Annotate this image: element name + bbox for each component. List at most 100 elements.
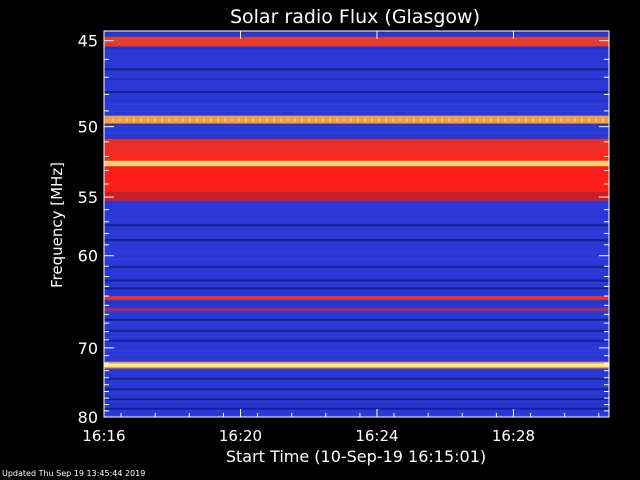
x-tick-label: 16:28 — [492, 427, 535, 445]
noise-line — [104, 302, 609, 304]
noise-line — [104, 219, 609, 221]
interference-dot — [497, 118, 499, 122]
dark-line — [104, 319, 609, 321]
plot-area — [104, 31, 640, 417]
spectrum-band — [104, 192, 609, 201]
interference-dot — [238, 118, 240, 122]
interference-dot — [217, 118, 219, 122]
interference-dot — [126, 118, 128, 122]
interference-dot — [399, 118, 401, 122]
interference-dot — [483, 118, 485, 122]
interference-dot — [378, 118, 380, 122]
interference-dot — [266, 118, 268, 122]
noise-line — [104, 32, 609, 33]
dark-line — [104, 388, 609, 390]
interference-dot — [581, 118, 583, 122]
interference-dot — [259, 118, 261, 122]
interference-dot — [140, 118, 142, 122]
interference-dot — [469, 118, 471, 122]
interference-dot — [280, 118, 282, 122]
interference-dot — [343, 118, 345, 122]
interference-dot — [364, 118, 366, 122]
noise-line — [104, 354, 609, 356]
interference-dot — [420, 118, 422, 122]
noise-line — [104, 404, 609, 406]
noise-line — [104, 100, 609, 102]
interference-dot — [546, 118, 548, 122]
interference-dot — [301, 118, 303, 122]
interference-dot — [210, 118, 212, 122]
interference-dot — [196, 118, 198, 122]
y-tick-label: 50 — [78, 118, 98, 137]
noise-line — [104, 132, 609, 134]
interference-dot — [147, 118, 149, 122]
dark-line — [104, 91, 609, 93]
interference-dot — [595, 118, 597, 122]
chart-title: Solar radio Flux (Glasgow) — [230, 6, 480, 28]
interference-dot — [287, 118, 289, 122]
interference-dot — [350, 118, 352, 122]
interference-dot — [245, 118, 247, 122]
dark-line — [104, 340, 609, 342]
y-tick-label: 80 — [78, 408, 98, 427]
interference-dot — [588, 118, 590, 122]
interference-dot — [203, 118, 205, 122]
interference-dot — [525, 118, 527, 122]
spectrum-band — [104, 296, 609, 300]
spectrum-band — [104, 151, 609, 161]
interference-dot — [357, 118, 359, 122]
interference-dot — [448, 118, 450, 122]
noise-line — [104, 111, 609, 113]
interference-dot — [182, 118, 184, 122]
spectrum-band — [104, 161, 609, 167]
dark-line — [104, 266, 609, 268]
noise-line — [104, 104, 609, 106]
noise-line — [104, 125, 609, 127]
interference-dot — [441, 118, 443, 122]
interference-dot — [224, 118, 226, 122]
dark-line — [104, 398, 609, 400]
interference-dot — [406, 118, 408, 122]
interference-dot — [567, 118, 569, 122]
spectrum-band — [104, 37, 609, 47]
noise-line — [104, 415, 609, 417]
interference-dot — [154, 118, 156, 122]
interference-dot — [532, 118, 534, 122]
noise-line — [104, 396, 609, 398]
noise-line — [104, 252, 609, 254]
x-axis-label: Start Time (10-Sep-19 16:15:01) — [226, 447, 486, 466]
interference-dot — [553, 118, 555, 122]
interference-dot — [476, 118, 478, 122]
spectrum-band — [104, 166, 609, 192]
interference-dot — [434, 118, 436, 122]
interference-dot — [504, 118, 506, 122]
spectrum-band — [104, 308, 609, 311]
interference-dot — [511, 118, 513, 122]
x-tick-label: 16:16 — [82, 427, 125, 445]
dark-line — [104, 330, 609, 332]
interference-dot — [371, 118, 373, 122]
x-tick-label: 16:20 — [219, 427, 262, 445]
interference-dot — [322, 118, 324, 122]
interference-dot — [427, 118, 429, 122]
y-tick-label: 70 — [78, 339, 98, 358]
y-tick-label: 55 — [78, 188, 98, 207]
update-timestamp: Updated Thu Sep 19 13:45:44 2019 — [2, 469, 145, 478]
interference-dot — [112, 118, 114, 122]
x-tick-label: 16:24 — [355, 427, 398, 445]
interference-dot — [119, 118, 121, 122]
interference-dot — [133, 118, 135, 122]
interference-dot — [273, 118, 275, 122]
interference-dot — [455, 118, 457, 122]
interference-dot — [336, 118, 338, 122]
noise-line — [104, 258, 609, 260]
noise-line — [104, 350, 609, 352]
noise-line — [104, 79, 609, 81]
interference-dot — [252, 118, 254, 122]
spectrum-band — [104, 362, 609, 363]
noise-line — [104, 123, 609, 125]
interference-dot — [518, 118, 520, 122]
interference-dot — [168, 118, 170, 122]
dark-line — [104, 287, 609, 289]
